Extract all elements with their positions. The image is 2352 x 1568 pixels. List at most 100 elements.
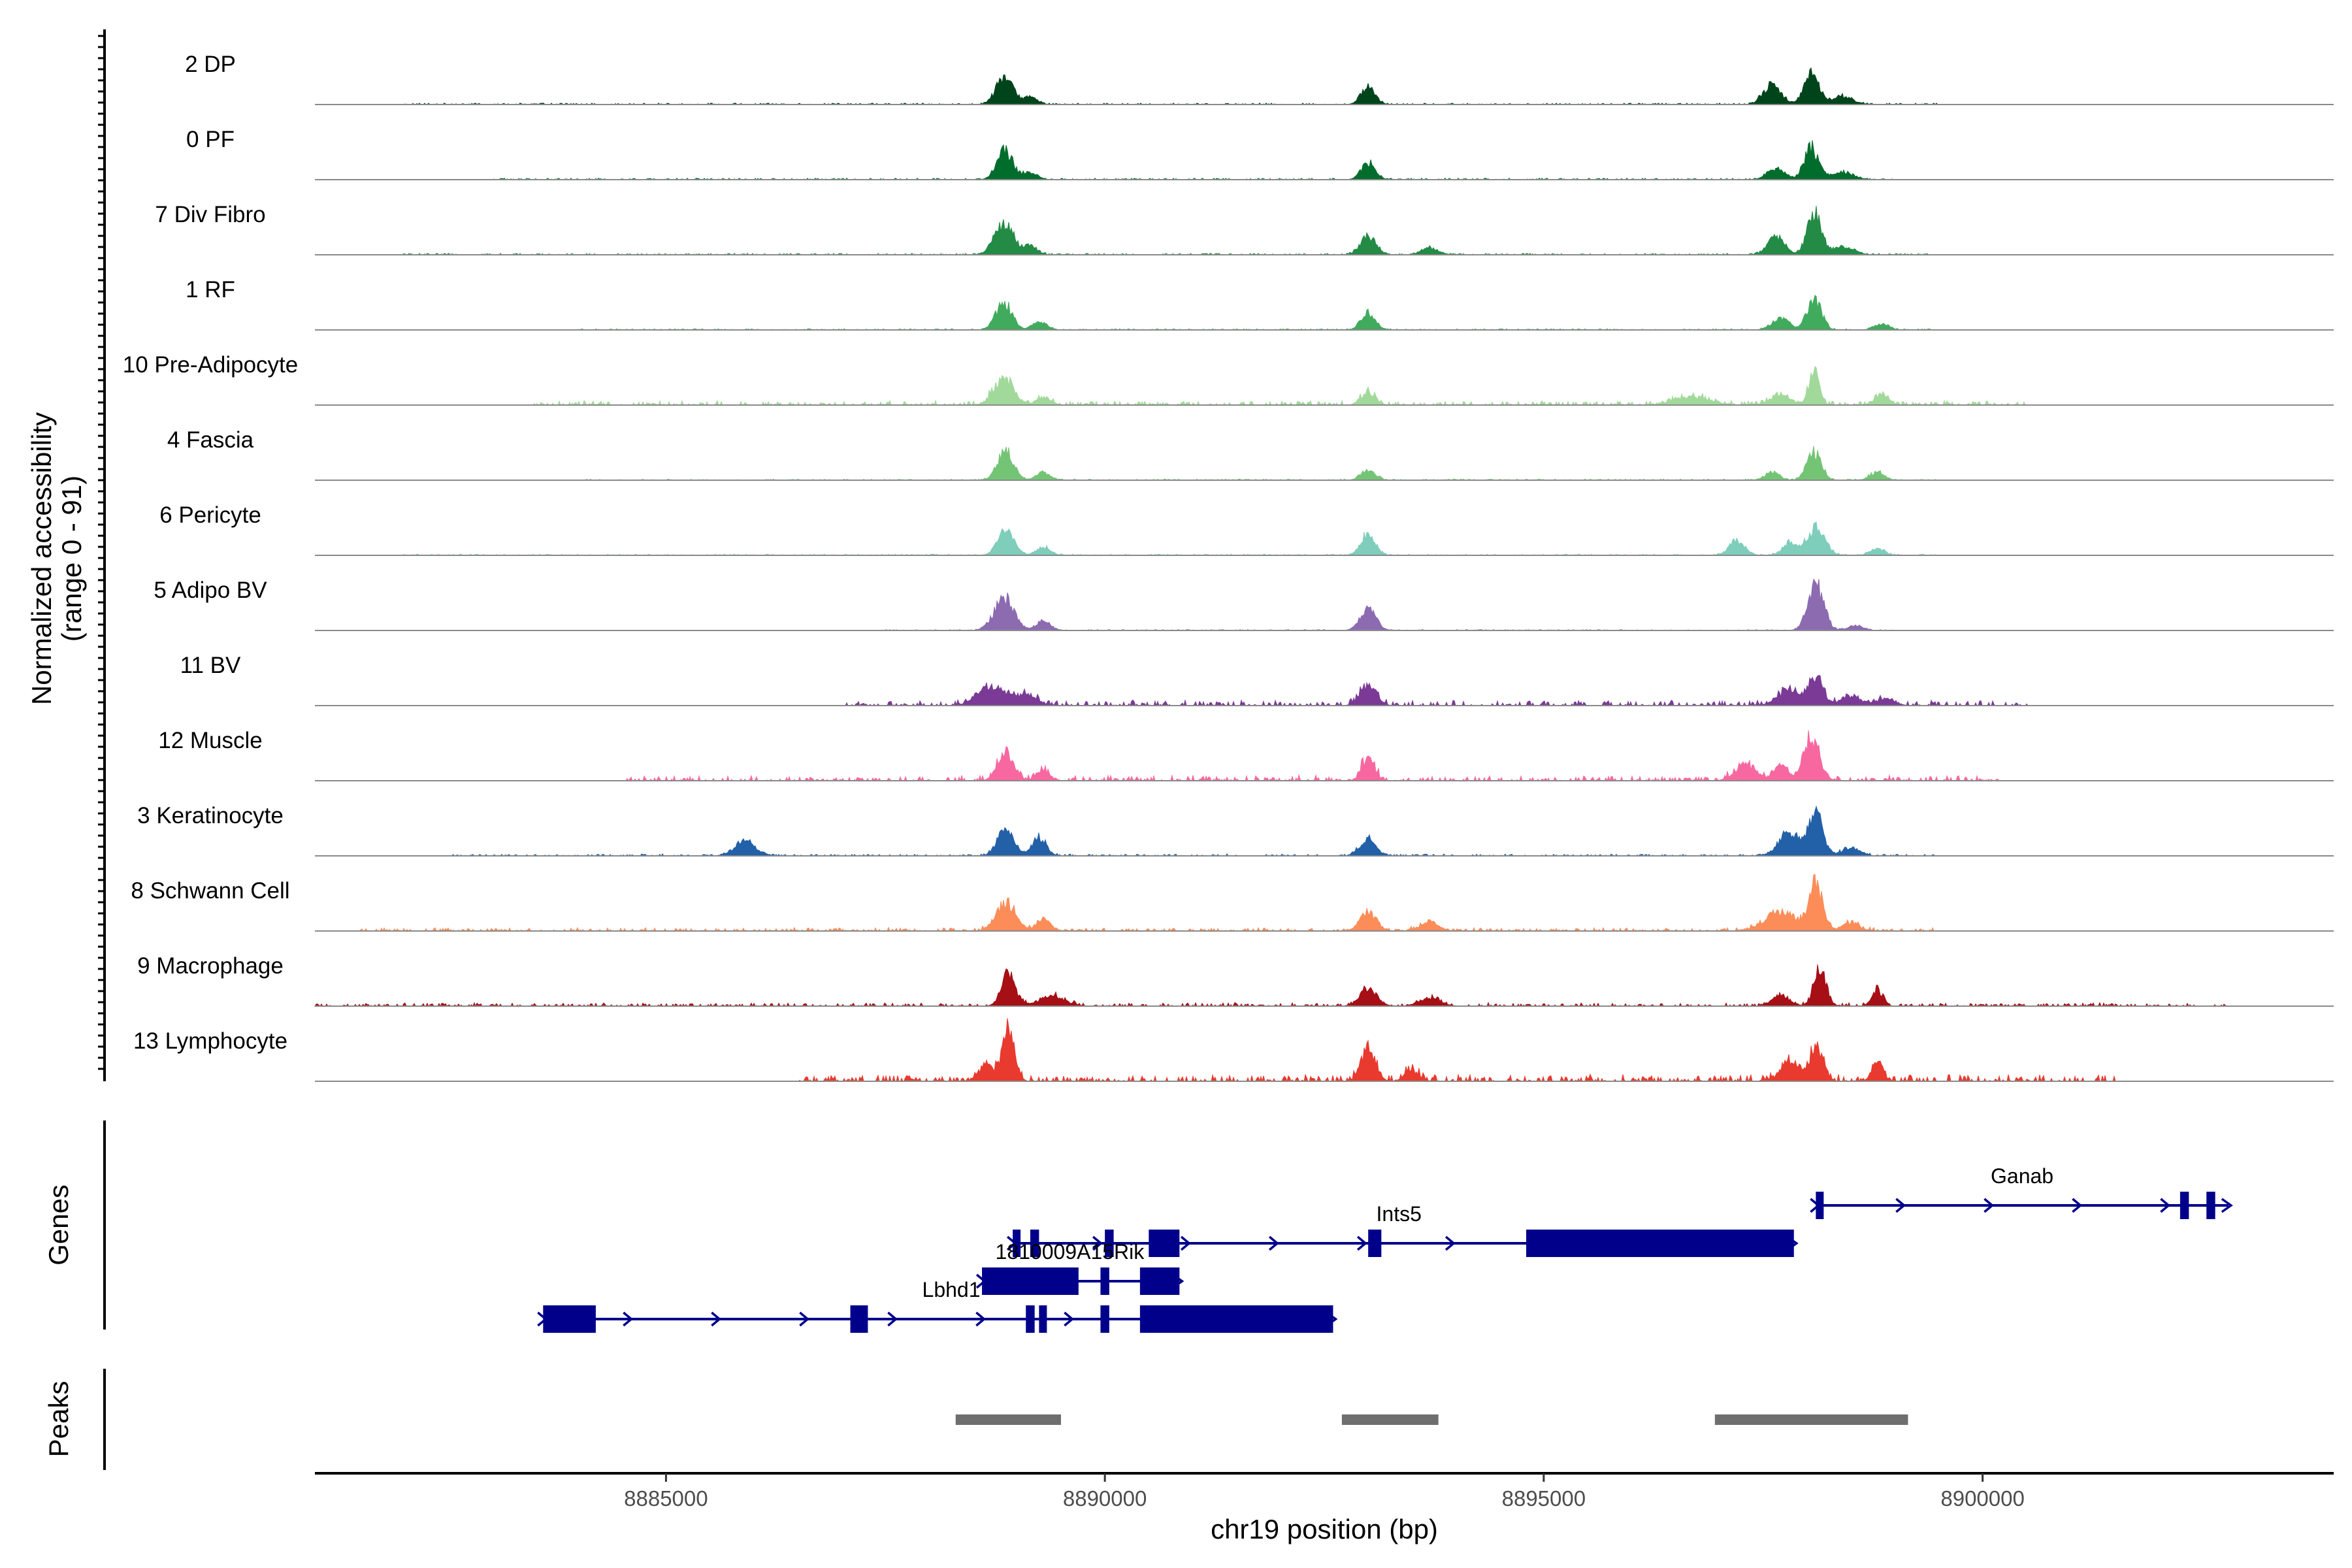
track-label-10: 12 Muscle: [158, 728, 263, 753]
coverage-area-2: [315, 140, 2334, 180]
strand-arrow: [1268, 1235, 1279, 1251]
gene-exon: [2206, 1192, 2215, 1219]
peak-region-3: [1714, 1414, 1908, 1425]
genes-panel-title: Genes: [43, 1184, 74, 1266]
gene-label: Lbhd1: [923, 1278, 981, 1301]
coverage-area-12: [315, 874, 2334, 932]
strand-arrow: [2221, 1198, 2233, 1213]
x-axis-ticks: 8885000 8890000 8895000 8900000: [624, 1473, 2025, 1511]
strand-arrow: [1064, 1311, 1075, 1327]
track-5: 10 Pre-Adipocyte: [123, 352, 2334, 406]
track-label-14: 13 Lymphocyte: [133, 1028, 287, 1054]
coverage-area-9: [315, 675, 2334, 707]
gene-exon: [2180, 1192, 2189, 1219]
gene-exon: [543, 1305, 596, 1333]
strand-arrow: [799, 1311, 810, 1327]
strand-arrow: [2072, 1198, 2083, 1213]
strand-arrow: [2160, 1198, 2171, 1213]
track-label-8: 5 Adipo BV: [154, 578, 267, 603]
gene-Ints5: Ints5: [1006, 1202, 1799, 1257]
track-7: 6 Pericyte: [159, 502, 2334, 556]
track-4: 1 RF: [186, 277, 2334, 331]
strand-arrow: [1895, 1198, 1906, 1213]
coverage-area-13: [314, 964, 2334, 1007]
track-label-3: 7 Div Fibro: [155, 202, 265, 227]
gene-exon: [1149, 1230, 1180, 1257]
track-6: 4 Fascia: [167, 427, 2334, 481]
strand-arrow: [975, 1311, 987, 1327]
x-tick-label: 8885000: [624, 1486, 708, 1511]
peak-region-1: [955, 1414, 1061, 1425]
coverage-area-1: [315, 67, 2334, 105]
genes-track: Ganab Ints5 1810009A15Rik Lbhd1: [537, 1164, 2233, 1333]
coverage-area-4: [315, 295, 2334, 331]
gene-exon: [850, 1305, 868, 1333]
accessibility-axis-ticks: [98, 35, 105, 1070]
gene-1810009A15Rik: 1810009A15Rik: [975, 1240, 1184, 1295]
track-label-12: 8 Schwann Cell: [131, 878, 289, 904]
gene-exon: [1105, 1230, 1114, 1257]
strand-arrow: [1092, 1235, 1103, 1251]
peaks-panel-title: Peaks: [43, 1381, 74, 1458]
coverage-area-8: [315, 578, 2334, 631]
y-axis-title-line2: (range 0 - 91): [56, 476, 87, 642]
strand-arrow: [711, 1311, 722, 1327]
track-8: 5 Adipo BV: [154, 578, 2334, 631]
coverage-area-10: [315, 730, 2334, 782]
x-tick-label: 8900000: [1940, 1486, 2024, 1511]
gene-exon: [1030, 1230, 1039, 1257]
gene-exon: [1013, 1230, 1021, 1257]
gene-exon: [1100, 1267, 1109, 1295]
track-label-6: 4 Fascia: [167, 427, 254, 453]
track-2: 0 PF: [186, 127, 2334, 180]
track-label-9: 11 BV: [180, 653, 241, 678]
strand-arrow: [887, 1311, 898, 1327]
track-label-7: 6 Pericyte: [159, 502, 261, 528]
peak-region-2: [1341, 1414, 1439, 1425]
gene-exon: [1368, 1230, 1382, 1257]
track-11: 3 Keratinocyte: [137, 803, 2334, 857]
gene-label: 1810009A15Rik: [996, 1240, 1145, 1264]
x-axis-title: chr19 position (bp): [1211, 1514, 1438, 1544]
gene-exon: [982, 1267, 1079, 1295]
track-10: 12 Muscle: [158, 728, 2334, 782]
track-label-2: 0 PF: [186, 127, 235, 152]
gene-exon: [1139, 1267, 1180, 1295]
coverage-area-5: [315, 365, 2334, 406]
track-label-5: 10 Pre-Adipocyte: [123, 352, 298, 378]
strand-arrow: [1180, 1235, 1191, 1251]
gene-exon: [1026, 1305, 1035, 1333]
x-tick-label: 8890000: [1063, 1486, 1147, 1511]
gene-exon: [1039, 1305, 1047, 1333]
gene-Ganab: Ganab: [1810, 1164, 2233, 1219]
track-12: 8 Schwann Cell: [131, 874, 2334, 932]
gene-label: Ganab: [1991, 1164, 2053, 1188]
track-label-1: 2 DP: [185, 52, 236, 77]
y-axis-title-line1: Normalized accessibility: [26, 412, 57, 705]
track-9: 11 BV: [180, 653, 2334, 707]
track-label-4: 1 RF: [186, 277, 235, 302]
coverage-area-11: [315, 805, 2334, 857]
coverage-area-14: [315, 1018, 2334, 1083]
track-label-13: 9 Macrophage: [137, 953, 284, 979]
gene-exon: [1139, 1305, 1333, 1333]
coverage-area-3: [315, 206, 2334, 255]
coverage-area-7: [315, 521, 2334, 556]
gene-label: Ints5: [1377, 1202, 1422, 1226]
coverage-area-6: [315, 446, 2334, 481]
track-1: 2 DP: [185, 52, 2334, 105]
strand-arrow: [1984, 1198, 1995, 1213]
strand-arrow: [623, 1311, 634, 1327]
track-3: 7 Div Fibro: [155, 202, 2334, 255]
track-label-11: 3 Keratinocyte: [137, 803, 284, 828]
gene-exon: [1100, 1305, 1109, 1333]
strand-arrow: [1445, 1235, 1456, 1251]
gene-exon: [1526, 1230, 1794, 1257]
track-13: 9 Macrophage: [137, 953, 2334, 1007]
x-tick-label: 8895000: [1502, 1486, 1586, 1511]
coverage-tracks: 2 DP 0 PF 7 Div Fibro 1 RF 10 Pre-Adipocyte 4…: [123, 52, 2334, 1083]
gene-Lbhd1: Lbhd1: [537, 1278, 1338, 1333]
track-14: 13 Lymphocyte: [133, 1018, 2334, 1083]
strand-arrow: [1356, 1235, 1367, 1251]
